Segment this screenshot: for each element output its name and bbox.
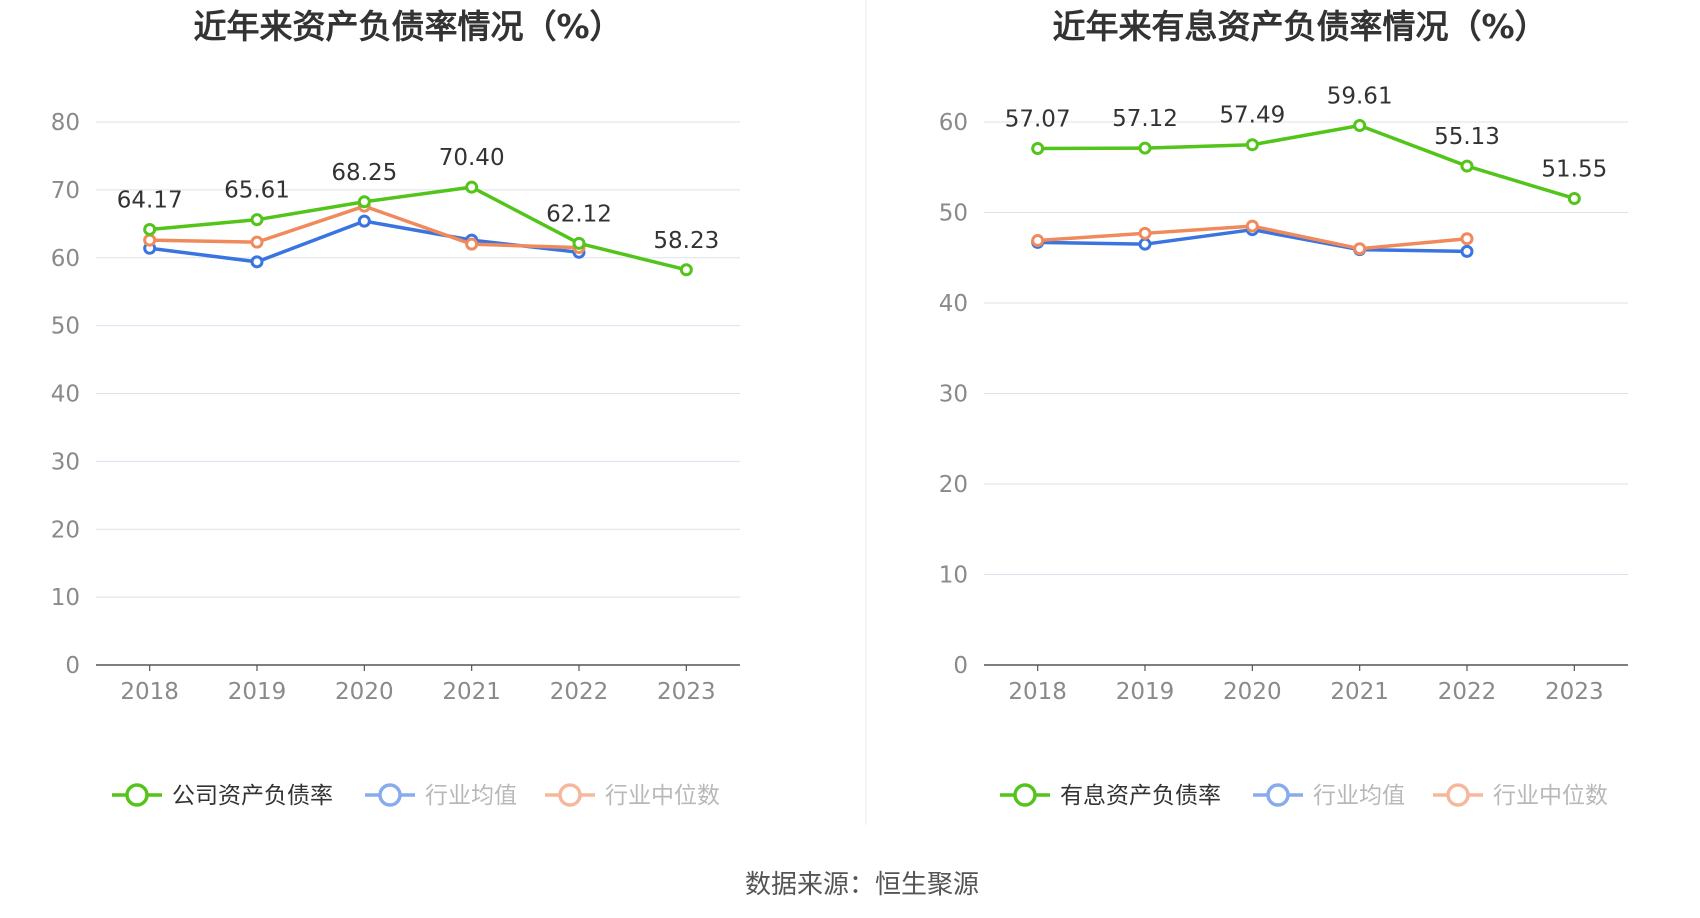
data-point xyxy=(1138,226,1152,240)
data-point xyxy=(1567,191,1581,205)
data-point xyxy=(143,233,157,247)
legend-item-2: 行业均值 xyxy=(365,783,517,809)
source-label: 数据来源：恒生聚源 xyxy=(745,870,979,900)
legend-item-3: 行业中位数 xyxy=(1433,783,1608,809)
data-point xyxy=(1138,141,1152,155)
data-label: 64.17 xyxy=(117,187,183,213)
legend-label: 行业均值 xyxy=(425,783,517,809)
series-line-1 xyxy=(149,185,687,272)
data-point xyxy=(465,237,479,251)
data-point xyxy=(1245,138,1259,152)
data-point xyxy=(250,255,264,269)
y-tick-label: 80 xyxy=(51,110,80,136)
data-point xyxy=(1460,159,1474,173)
y-tick-label: 0 xyxy=(953,653,968,679)
data-label: 68.25 xyxy=(331,160,397,186)
data-label: 65.61 xyxy=(224,178,290,204)
data-point xyxy=(1353,242,1367,256)
legend-item-1: 公司资产负债率 xyxy=(112,783,333,809)
y-tick-label: 50 xyxy=(939,201,968,227)
legend-label: 有息资产负债率 xyxy=(1060,783,1221,809)
data-label: 62.12 xyxy=(546,201,612,227)
x-tick-label: 2019 xyxy=(1116,679,1175,705)
data-point xyxy=(572,236,586,250)
legend-swatch-marker xyxy=(378,783,402,807)
data-point xyxy=(465,180,479,194)
x-tick-label: 2018 xyxy=(1008,679,1067,705)
y-tick-label: 60 xyxy=(939,110,968,136)
y-tick-label: 30 xyxy=(939,382,968,408)
data-label: 51.55 xyxy=(1541,156,1607,182)
y-tick-label: 40 xyxy=(51,382,80,408)
data-label: 57.07 xyxy=(1005,107,1071,133)
data-label: 58.23 xyxy=(653,228,719,254)
data-label: 59.61 xyxy=(1327,84,1393,110)
data-point xyxy=(250,235,264,249)
data-point xyxy=(143,222,157,236)
data-label: 57.49 xyxy=(1219,103,1285,129)
legend-label: 行业均值 xyxy=(1313,783,1405,809)
y-tick-label: 40 xyxy=(939,291,968,317)
data-point xyxy=(357,195,371,209)
legend-item-1: 有息资产负债率 xyxy=(1000,783,1221,809)
chart-title: 近年来资产负债率情况（%） xyxy=(193,7,622,46)
y-tick-label: 10 xyxy=(939,563,968,589)
legend-item-2: 行业均值 xyxy=(1253,783,1405,809)
data-point xyxy=(1031,142,1045,156)
series-line-1 xyxy=(1037,123,1575,201)
x-tick-label: 2019 xyxy=(228,679,287,705)
legend-label: 行业中位数 xyxy=(605,783,720,809)
x-tick-label: 2020 xyxy=(1223,679,1282,705)
x-tick-label: 2023 xyxy=(1545,679,1604,705)
data-point xyxy=(1353,119,1367,133)
x-tick-label: 2023 xyxy=(657,679,716,705)
legend-swatch-marker xyxy=(1013,783,1037,807)
legend-item-3: 行业中位数 xyxy=(545,783,720,809)
data-point xyxy=(1138,237,1152,251)
legend-swatch-marker xyxy=(1446,783,1470,807)
y-tick-label: 0 xyxy=(65,653,80,679)
data-point xyxy=(1031,234,1045,248)
legend-swatch-marker xyxy=(125,783,149,807)
data-point xyxy=(679,263,693,277)
legend-swatch-marker xyxy=(1266,783,1290,807)
x-tick-label: 2018 xyxy=(120,679,179,705)
x-tick-label: 2020 xyxy=(335,679,394,705)
y-tick-label: 50 xyxy=(51,314,80,340)
x-tick-label: 2021 xyxy=(442,679,501,705)
y-tick-label: 70 xyxy=(51,178,80,204)
y-tick-label: 30 xyxy=(51,449,80,475)
y-tick-label: 60 xyxy=(51,246,80,272)
data-point xyxy=(250,213,264,227)
x-tick-label: 2022 xyxy=(550,679,609,705)
data-label: 57.12 xyxy=(1112,106,1178,132)
data-point xyxy=(1245,219,1259,233)
data-point xyxy=(357,214,371,228)
legend-label: 行业中位数 xyxy=(1493,783,1608,809)
chart-panel-2: 近年来有息资产负债率情况（%） 0 10 20 30 40 50 60 2018 2019 2020… xyxy=(939,7,1628,809)
x-tick-label: 2022 xyxy=(1438,679,1497,705)
legend-swatch-marker xyxy=(558,783,582,807)
y-tick-label: 20 xyxy=(939,472,968,498)
data-label: 55.13 xyxy=(1434,124,1500,150)
y-tick-label: 10 xyxy=(51,585,80,611)
y-tick-label: 20 xyxy=(51,517,80,543)
data-point xyxy=(1460,232,1474,246)
data-label: 70.40 xyxy=(439,145,505,171)
chart-title: 近年来有息资产负债率情况（%） xyxy=(1052,7,1547,46)
x-tick-label: 2021 xyxy=(1330,679,1389,705)
data-point xyxy=(1460,244,1474,258)
chart-panel-1: 近年来资产负债率情况（%） 0 10 20 30 40 50 60 70 80 2018 2019 20… xyxy=(51,7,740,809)
legend-label: 公司资产负债率 xyxy=(172,783,333,809)
